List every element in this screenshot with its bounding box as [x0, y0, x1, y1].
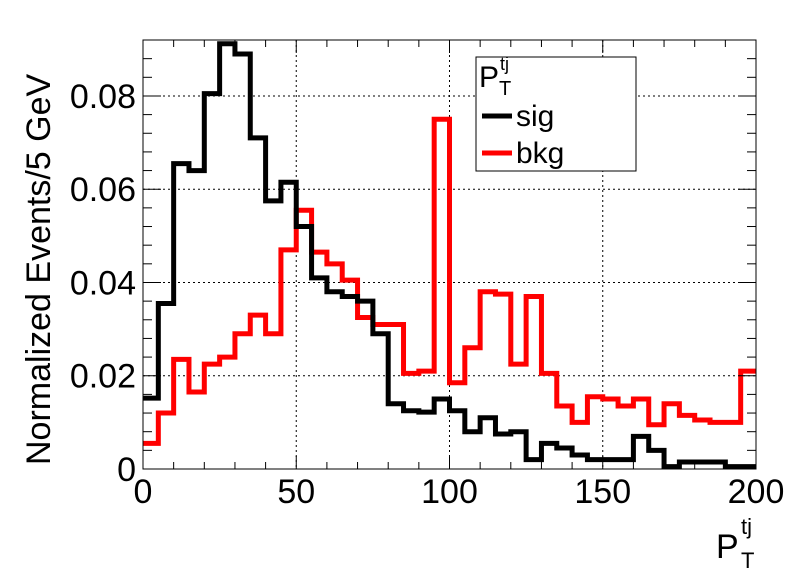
series-layer: [143, 41, 756, 470]
y-tick-label: 0.08: [70, 78, 136, 116]
x-tick-label: 0: [134, 473, 153, 511]
x-axis-title: P T tj: [716, 514, 754, 572]
x-tick-label: 150: [574, 473, 631, 511]
x-axis-title-sup: tj: [741, 514, 752, 539]
axis-ticks: [142, 39, 757, 470]
legend-title-sup: tj: [500, 54, 509, 74]
y-tick-label: 0.04: [70, 264, 136, 302]
axis-tick-labels: 0 50 100 150 200 0 0.02 0.04 0.06 0.08: [70, 78, 785, 511]
x-axis-title-sub: T: [741, 548, 754, 572]
y-axis-title: Normalized Events/5 GeV: [20, 74, 58, 465]
x-tick-label: 50: [277, 473, 315, 511]
y-tick-label: 0.02: [70, 358, 136, 396]
legend-label-sig: sig: [516, 100, 554, 133]
x-tick-label: 100: [421, 473, 478, 511]
y-tick-label: 0.06: [70, 171, 136, 209]
legend-label-bkg: bkg: [516, 137, 564, 170]
x-tick-label: 200: [728, 473, 785, 511]
legend-title-sub: T: [499, 78, 511, 100]
legend: P T tj sig bkg: [475, 54, 637, 172]
legend-title-main: P: [479, 61, 499, 94]
series-line-sig: [143, 41, 756, 470]
series-line-bkg: [143, 116, 756, 446]
y-tick-label: 0: [117, 451, 136, 489]
x-axis-title-main: P: [716, 528, 739, 566]
